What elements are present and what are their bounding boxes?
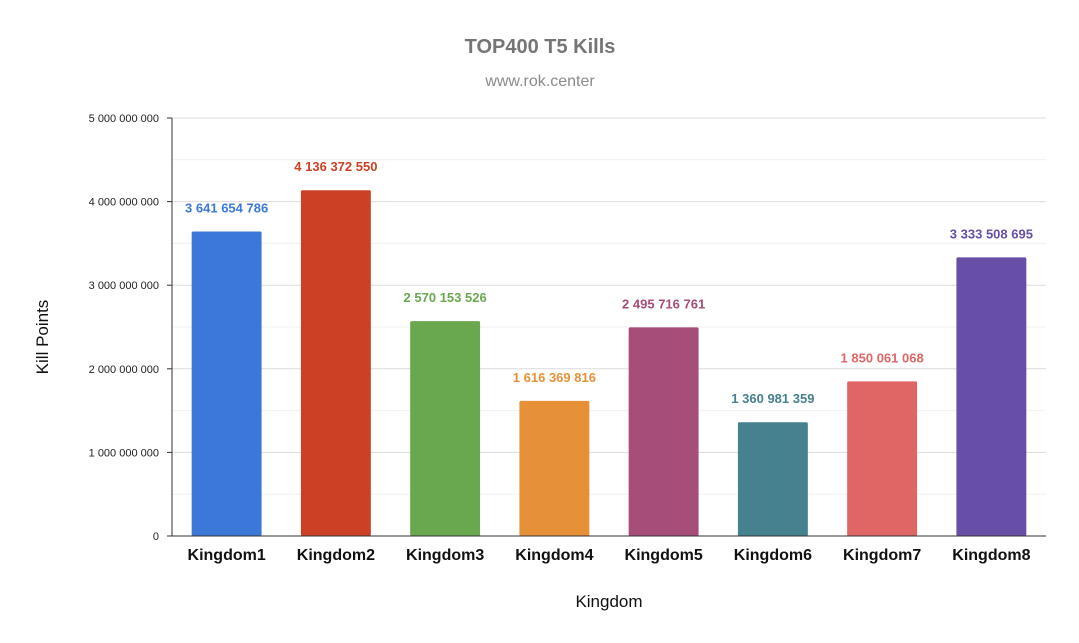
bar-kingdom3 bbox=[410, 321, 481, 536]
bar-kingdom6 bbox=[737, 422, 808, 536]
data-labels: 3 641 654 786 4 136 372 550 2 570 153 526 1… bbox=[185, 159, 1033, 406]
bars bbox=[191, 190, 1027, 536]
data-label-kingdom7: 1 850 061 068 bbox=[841, 350, 924, 365]
data-label-kingdom4: 1 616 369 816 bbox=[513, 370, 596, 385]
bar-kingdom5 bbox=[628, 327, 699, 536]
data-label-kingdom2: 4 136 372 550 bbox=[294, 159, 377, 174]
data-label-kingdom1: 3 641 654 786 bbox=[185, 201, 268, 216]
y-tick-label: 1 000 000 000 bbox=[89, 447, 159, 459]
bar-kingdom2 bbox=[300, 190, 371, 536]
x-axis-label: Kingdom bbox=[575, 592, 642, 611]
y-tick-label: 2 000 000 000 bbox=[89, 364, 159, 376]
x-tick-label: Kingdom5 bbox=[625, 547, 703, 564]
data-label-kingdom5: 2 495 716 761 bbox=[622, 296, 705, 311]
x-tick-label: Kingdom7 bbox=[843, 547, 921, 564]
y-axis-label: Kill Points bbox=[33, 300, 52, 375]
bar-kingdom8 bbox=[956, 257, 1027, 536]
bar-kingdom7 bbox=[847, 381, 918, 536]
x-tick-label: Kingdom1 bbox=[188, 547, 266, 564]
x-tick-label: Kingdom2 bbox=[297, 547, 375, 564]
y-tick-label: 3 000 000 000 bbox=[89, 280, 159, 292]
x-tick-label: Kingdom3 bbox=[406, 547, 484, 564]
data-label-kingdom8: 3 333 508 695 bbox=[950, 226, 1033, 241]
chart-subtitle: www.rok.center bbox=[484, 73, 595, 90]
x-tick-label: Kingdom6 bbox=[734, 547, 812, 564]
x-tick-label: Kingdom4 bbox=[515, 547, 593, 564]
y-tick-label: 0 bbox=[153, 531, 159, 543]
bar-kingdom1 bbox=[191, 231, 262, 536]
chart-title: TOP400 T5 Kills bbox=[465, 36, 616, 58]
data-label-kingdom6: 1 360 981 359 bbox=[731, 391, 814, 406]
data-label-kingdom3: 2 570 153 526 bbox=[404, 290, 487, 305]
bar-kingdom4 bbox=[519, 400, 590, 536]
y-axis-ticks: 0 1 000 000 000 2 000 000 000 3 000 000 000… bbox=[89, 113, 172, 543]
x-axis-ticks: Kingdom1 Kingdom2 Kingdom3 Kingdom4 Kingdom5… bbox=[188, 547, 1031, 564]
x-tick-label: Kingdom8 bbox=[952, 547, 1030, 564]
y-tick-label: 4 000 000 000 bbox=[89, 197, 159, 209]
y-tick-label: 5 000 000 000 bbox=[89, 113, 159, 125]
